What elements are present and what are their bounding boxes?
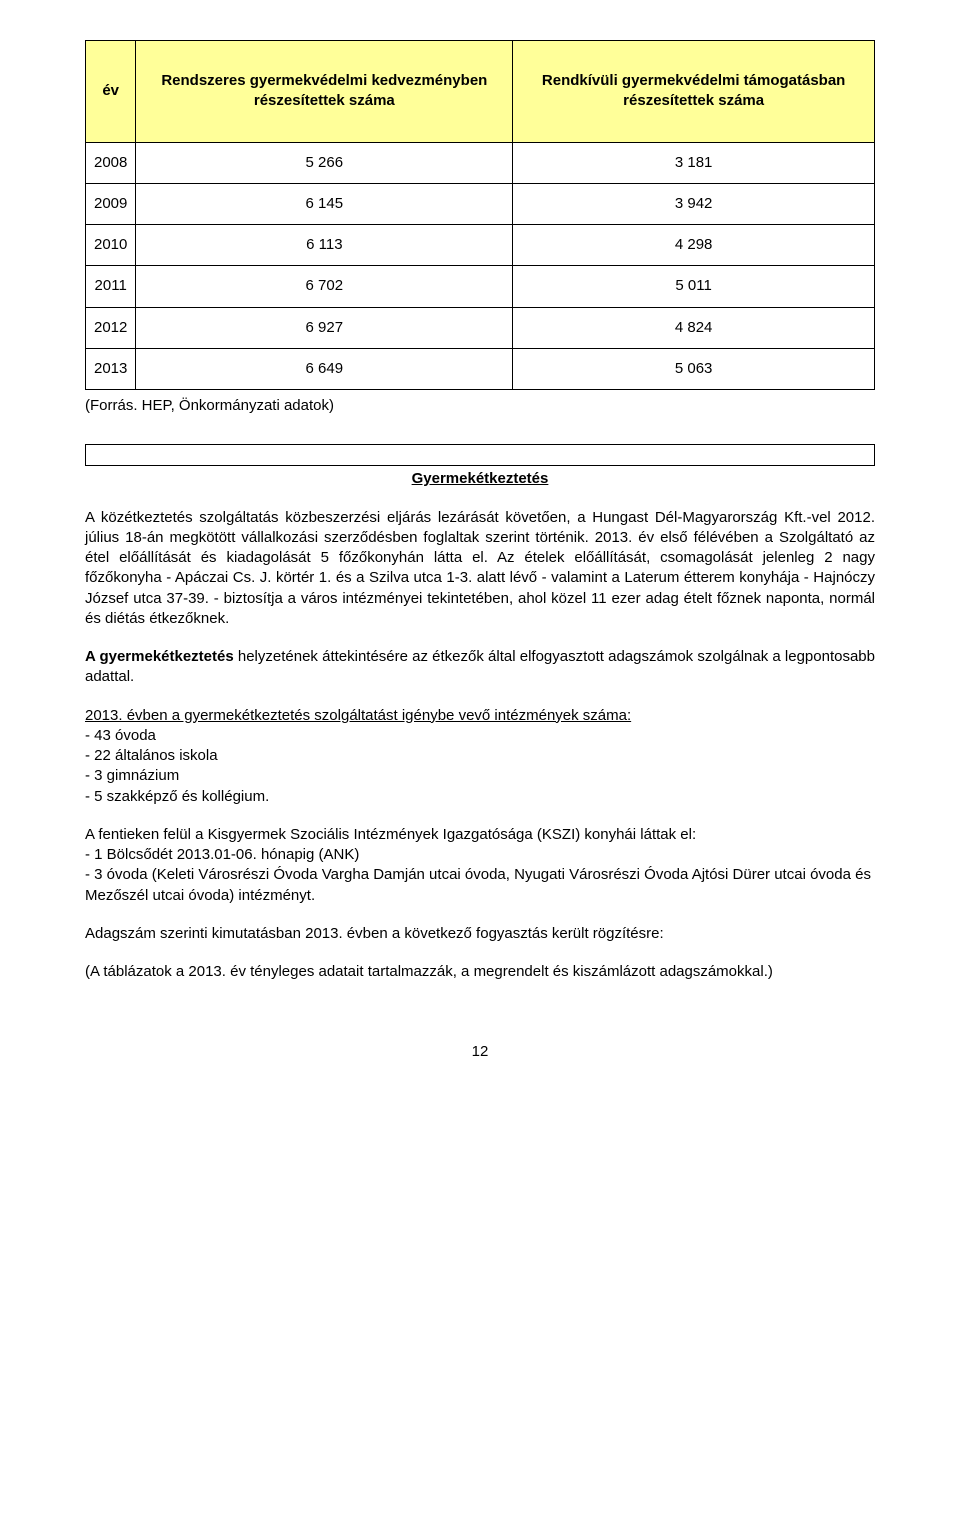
paragraph-4: (A táblázatok a 2013. év tényleges adata… xyxy=(85,962,875,982)
table-row: 20126 9274 824 xyxy=(86,307,875,348)
list-item: - 5 szakképző és kollégium. xyxy=(85,787,875,807)
list2-heading: A fentieken felül a Kisgyermek Szociális… xyxy=(85,825,875,845)
cell-extra: 5 063 xyxy=(513,348,875,389)
cell-regular: 5 266 xyxy=(136,142,513,183)
cell-regular: 6 927 xyxy=(136,307,513,348)
list1-heading: 2013. évben a gyermekétkeztetés szolgált… xyxy=(85,707,631,724)
table-row: 20136 6495 063 xyxy=(86,348,875,389)
col-regular-header: Rendszeres gyermekvédelmi kedvezményben … xyxy=(136,41,513,143)
col-extra-header: Rendkívüli gyermekvédelmi támogatásban r… xyxy=(513,41,875,143)
cell-extra: 4 298 xyxy=(513,225,875,266)
table-row: 20085 2663 181 xyxy=(86,142,875,183)
table-header-row: év Rendszeres gyermekvédelmi kedvezményb… xyxy=(86,41,875,143)
col-year-header: év xyxy=(86,41,136,143)
list-item: - 3 gimnázium xyxy=(85,766,875,786)
source-note: (Forrás. HEP, Önkormányzati adatok) xyxy=(85,396,875,416)
subsection-title: Gyermekétkeztetés xyxy=(85,469,875,489)
cell-year: 2011 xyxy=(86,266,136,307)
cell-year: 2012 xyxy=(86,307,136,348)
cell-year: 2009 xyxy=(86,183,136,224)
cell-extra: 3 942 xyxy=(513,183,875,224)
table-row: 20116 7025 011 xyxy=(86,266,875,307)
cell-regular: 6 702 xyxy=(136,266,513,307)
paragraph-2: A gyermekétkeztetés helyzetének áttekint… xyxy=(85,647,875,688)
cell-extra: 5 011 xyxy=(513,266,875,307)
paragraph-1: A közétkeztetés szolgáltatás közbeszerzé… xyxy=(85,508,875,630)
list-item: - 22 általános iskola xyxy=(85,746,875,766)
cell-extra: 4 824 xyxy=(513,307,875,348)
list-item: - 3 óvoda (Keleti Városrészi Óvoda Vargh… xyxy=(85,865,875,906)
institutions-list-2: A fentieken felül a Kisgyermek Szociális… xyxy=(85,825,875,906)
benefits-table: év Rendszeres gyermekvédelmi kedvezményb… xyxy=(85,40,875,390)
paragraph-3: Adagszám szerinti kimutatásban 2013. évb… xyxy=(85,924,875,944)
cell-regular: 6 649 xyxy=(136,348,513,389)
cell-year: 2010 xyxy=(86,225,136,266)
page-number: 12 xyxy=(85,1042,875,1062)
cell-regular: 6 145 xyxy=(136,183,513,224)
table-row: 20106 1134 298 xyxy=(86,225,875,266)
cell-regular: 6 113 xyxy=(136,225,513,266)
cell-year: 2013 xyxy=(86,348,136,389)
list-item: - 1 Bölcsődét 2013.01-06. hónapig (ANK) xyxy=(85,845,875,865)
list-item: - 43 óvoda xyxy=(85,726,875,746)
cell-extra: 3 181 xyxy=(513,142,875,183)
cell-year: 2008 xyxy=(86,142,136,183)
paragraph-2-bold: A gyermekétkeztetés xyxy=(85,648,234,665)
table-row: 20096 1453 942 xyxy=(86,183,875,224)
institutions-list-1: 2013. évben a gyermekétkeztetés szolgált… xyxy=(85,706,875,807)
subsection-box xyxy=(85,444,875,466)
